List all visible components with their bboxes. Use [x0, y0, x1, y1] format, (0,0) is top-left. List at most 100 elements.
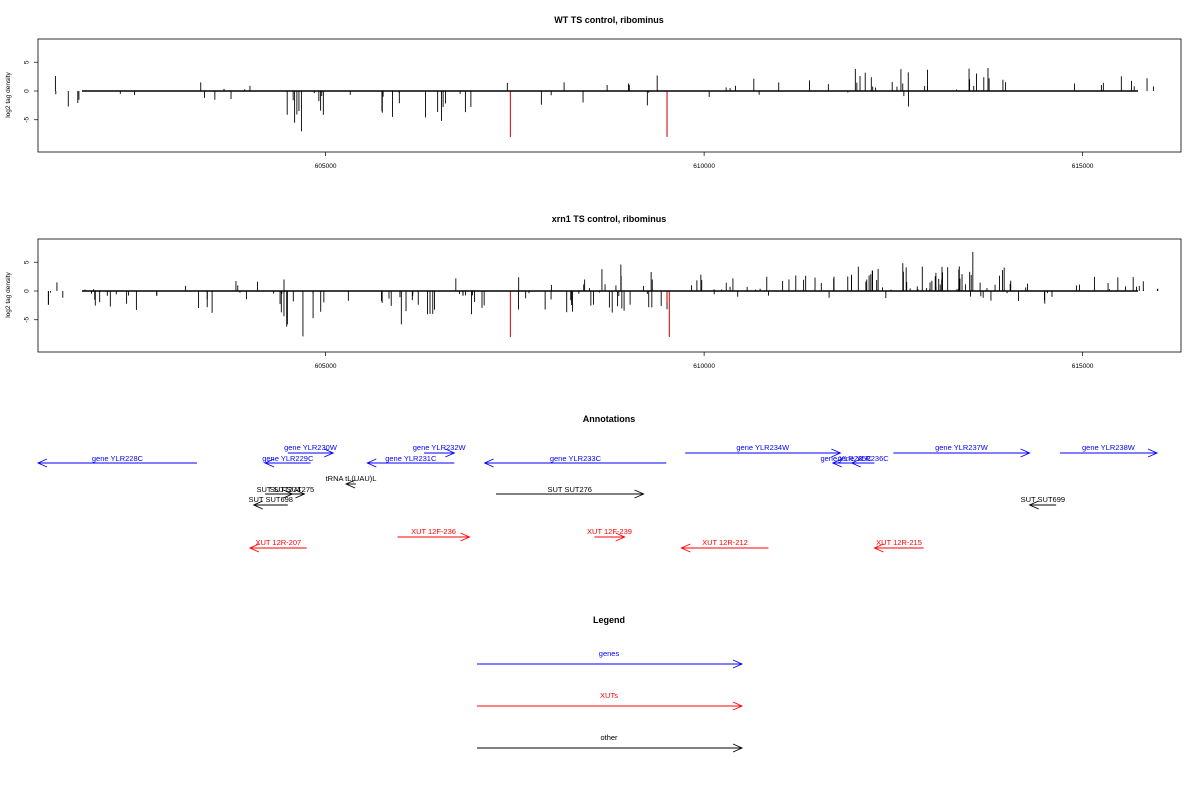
legend: Legend genes XUTs other [477, 615, 744, 753]
annotation-feature: gene YLR228C [36, 454, 197, 468]
y-tick-label: -5 [24, 116, 31, 122]
legend-arrowhead [732, 659, 744, 669]
annotation-feature: gene YLR229C [262, 454, 314, 468]
feature-label: XUT 12F-239 [587, 527, 632, 536]
feature-label: SUT SUT275 [270, 485, 314, 494]
feature-arrowhead [680, 543, 691, 553]
feature-label: gene YLR237W [935, 443, 989, 452]
annotation-feature: XUT 12F-236 [397, 527, 471, 542]
legend-item: genes [477, 649, 744, 669]
feature-arrowhead [615, 532, 626, 542]
xrn1-density-panel: xrn1 TS control, ribominus log2 tag dens… [5, 214, 1182, 370]
axes: -5 0 5 605000 610000 615000 [24, 60, 1138, 170]
feature-label: SUT SUT699 [1021, 495, 1065, 504]
feature-arrowhead [634, 489, 645, 499]
density-bars [54, 68, 1154, 137]
feature-label: gene YLR233C [550, 454, 602, 463]
feature-label: SUT SUT274 [256, 485, 300, 494]
legend-arrowhead [732, 701, 744, 711]
x-tick-label: 615000 [1072, 363, 1094, 370]
feature-arrowhead [850, 458, 861, 468]
legend-title: Legend [593, 615, 625, 625]
x-tick-label: 610000 [693, 363, 715, 370]
x-tick-label: 605000 [315, 163, 337, 170]
feature-arrowhead [873, 543, 884, 553]
feature-arrowhead [252, 500, 263, 510]
feature-label: XUT 12R-215 [876, 538, 922, 547]
legend-label: genes [599, 649, 620, 658]
feature-arrowhead [1028, 500, 1039, 510]
y-axis-label: log2 tag density [5, 271, 12, 317]
y-tick-label: 0 [24, 89, 31, 93]
annotation-feature: gene YLR238W [1059, 443, 1159, 458]
annotation-feature: tRNA tL(UAU)L [326, 474, 377, 489]
annotation-feature: gene YLR236C [838, 454, 890, 468]
y-axis-label: log2 tag density [5, 71, 12, 117]
feature-label: gene YLR234W [736, 443, 790, 452]
annotations-track: Annotations gene YLR228C gene YLR229Cgene… [36, 414, 1159, 553]
feature-label: XUT 12F-236 [411, 527, 456, 536]
axes: -5 0 5 605000 610000 615000 [24, 260, 1138, 370]
wt-density-panel: WT TS control, ribominus log2 tag densit… [5, 15, 1182, 170]
density-bars [47, 251, 1159, 337]
feature-arrowhead [483, 458, 494, 468]
annotations-title: Annotations [583, 414, 636, 424]
feature-label: XUT 12R-212 [702, 538, 748, 547]
feature-label: SUT SUT276 [548, 485, 592, 494]
y-tick-label: 5 [24, 60, 31, 64]
y-tick-label: -5 [24, 316, 31, 322]
annotation-feature: gene YLR231C [366, 454, 455, 468]
annotation-feature: XUT 12R-215 [873, 538, 924, 553]
feature-label: tRNA tL(UAU)L [326, 474, 377, 483]
panel-title: xrn1 TS control, ribominus [552, 214, 667, 224]
plot-frame [37, 38, 1182, 153]
feature-label: gene YLR229C [262, 454, 314, 463]
feature-arrowhead [248, 543, 260, 553]
feature-label: gene YLR238W [1082, 443, 1136, 452]
feature-arrowhead [831, 448, 842, 458]
feature-arrowhead [1147, 448, 1159, 458]
feature-label: gene YLR235C [820, 454, 872, 463]
annotation-feature: XUT 12R-207 [248, 538, 307, 553]
feature-label: gene YLR232W [413, 443, 467, 452]
feature-label: SUT SUT698 [249, 495, 293, 504]
y-tick-label: 5 [24, 260, 31, 264]
feature-list: gene YLR228C gene YLR229C gene YLR230W gene… [36, 443, 1159, 553]
feature-arrowhead [344, 479, 356, 489]
feature-arrowhead [1020, 448, 1031, 458]
annotation-feature: XUT 12F-239 [587, 527, 632, 542]
feature-arrowhead [831, 458, 842, 468]
feature-arrowhead [36, 458, 48, 468]
annotation-feature: gene YLR237W [893, 443, 1031, 458]
feature-arrowhead [295, 489, 306, 499]
annotation-feature: XUT 12R-212 [680, 538, 769, 553]
feature-arrowhead [263, 458, 275, 468]
feature-arrowhead [366, 458, 377, 468]
x-tick-label: 615000 [1072, 163, 1094, 170]
feature-arrowhead [324, 448, 335, 458]
feature-label: XUT 12R-207 [255, 538, 301, 547]
legend-label: XUTs [600, 691, 618, 700]
annotation-feature: gene YLR233C [483, 454, 667, 468]
annotation-feature: SUT SUT276 [495, 485, 645, 499]
legend-item: other [477, 733, 744, 753]
y-tick-label: 0 [24, 289, 31, 293]
legend-item: XUTs [477, 691, 744, 711]
annotation-feature: SUT SUT699 [1021, 495, 1065, 510]
legend-items: genes XUTs other [477, 649, 744, 753]
feature-label: gene YLR228C [92, 454, 144, 463]
annotation-feature: SUT SUT698 [249, 495, 293, 510]
feature-arrowhead [460, 532, 471, 542]
feature-label: gene YLR236C [838, 454, 890, 463]
plot-frame [37, 238, 1182, 353]
panel-title: WT TS control, ribominus [554, 15, 664, 25]
x-tick-label: 610000 [693, 163, 715, 170]
feature-label: gene YLR231C [385, 454, 437, 463]
legend-arrowhead [732, 743, 744, 753]
x-tick-label: 605000 [315, 363, 337, 370]
annotation-feature: SUT SUT275 [270, 485, 314, 499]
feature-arrowhead [445, 448, 456, 458]
annotation-feature: gene YLR232W [413, 443, 467, 458]
annotation-feature: gene YLR230W [284, 443, 338, 458]
